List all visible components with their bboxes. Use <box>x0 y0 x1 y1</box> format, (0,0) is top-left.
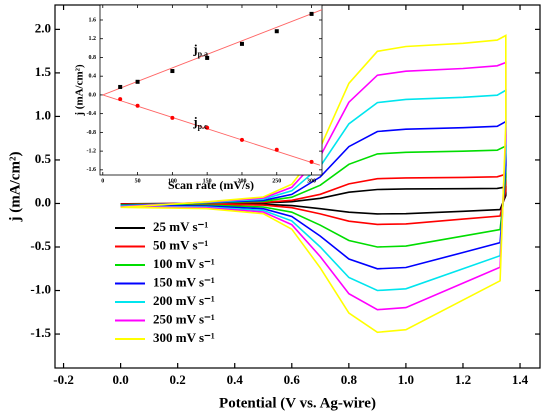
x-tick-label: 0.4 <box>227 372 244 387</box>
annotation-text: j <box>192 41 197 56</box>
legend-label: 25 mV s⁻¹ <box>153 219 208 234</box>
data-point <box>135 103 140 108</box>
x-tick-label: 300 <box>307 178 316 184</box>
annotation: jp.c <box>192 114 208 131</box>
data-point <box>170 69 175 74</box>
annotation-sub: p.a <box>198 49 208 58</box>
x-tick-label: 1.0 <box>398 372 414 387</box>
data-point <box>274 29 279 34</box>
y-axis-label: j (mA/cm²) <box>7 152 23 223</box>
y-axis-label: j (mA/cm²) <box>74 64 86 117</box>
x-tick-label: 0.8 <box>341 372 358 387</box>
x-tick-label: 200 <box>237 178 246 184</box>
y-tick-label: 1.0 <box>35 107 51 122</box>
x-tick-label: 100 <box>168 178 177 184</box>
x-tick-label: 0.2 <box>170 372 186 387</box>
legend-label: 100 mV s⁻¹ <box>153 256 215 271</box>
y-tick-label: -1.2 <box>87 148 97 154</box>
legend-label: 250 mV s⁻¹ <box>153 311 215 326</box>
data-point <box>118 97 123 102</box>
x-tick-label: 1.2 <box>455 372 471 387</box>
y-tick-label: 2.0 <box>35 20 51 35</box>
y-tick-label: 0.8 <box>89 55 97 61</box>
annotation-sub: p.c <box>198 122 208 131</box>
x-tick-label: 150 <box>203 178 212 184</box>
data-point <box>239 137 244 142</box>
x-tick-label: 50 <box>135 178 141 184</box>
y-tick-label: 1.6 <box>89 17 97 23</box>
legend-label: 200 mV s⁻¹ <box>153 293 215 308</box>
y-tick-label: 0.4 <box>89 74 97 80</box>
data-point <box>239 41 244 46</box>
y-tick-label: 0.0 <box>35 194 51 209</box>
legend-label: 150 mV s⁻¹ <box>153 274 215 289</box>
y-tick-label: -1.6 <box>87 167 97 173</box>
annotation-text: j <box>192 114 197 129</box>
data-point <box>309 11 314 16</box>
y-tick-label: -0.5 <box>30 238 51 253</box>
x-tick-label: 0.0 <box>112 372 128 387</box>
x-tick-label: -0.2 <box>53 372 74 387</box>
data-point <box>170 115 175 120</box>
x-tick-label: 1.4 <box>512 372 529 387</box>
y-tick-label: -1.5 <box>30 325 51 340</box>
data-point <box>309 159 314 164</box>
plot-frame <box>99 4 323 176</box>
x-tick-label: 0.6 <box>284 372 301 387</box>
data-point <box>274 147 279 152</box>
x-tick-label: 250 <box>272 178 281 184</box>
y-tick-label: -0.8 <box>87 130 97 136</box>
x-tick-label: 0 <box>101 178 104 184</box>
y-tick-label: -0.4 <box>87 111 97 117</box>
legend-label: 50 mV s⁻¹ <box>153 237 208 252</box>
y-tick-label: 1.5 <box>35 64 52 79</box>
x-axis-label: Scan rate (mV/s) <box>168 178 254 192</box>
y-tick-label: 0.0 <box>89 92 97 98</box>
y-tick-label: -1.0 <box>30 282 51 297</box>
data-point <box>118 84 123 89</box>
data-point <box>205 125 210 130</box>
annotation: jp.a <box>192 41 208 58</box>
x-axis-label: Potential (V vs. Ag-wire) <box>219 395 376 411</box>
data-point <box>135 79 140 84</box>
legend-label: 300 mV s⁻¹ <box>153 330 215 345</box>
y-tick-label: 0.5 <box>35 151 52 166</box>
y-tick-label: 1.2 <box>89 36 97 42</box>
data-point <box>205 55 210 60</box>
